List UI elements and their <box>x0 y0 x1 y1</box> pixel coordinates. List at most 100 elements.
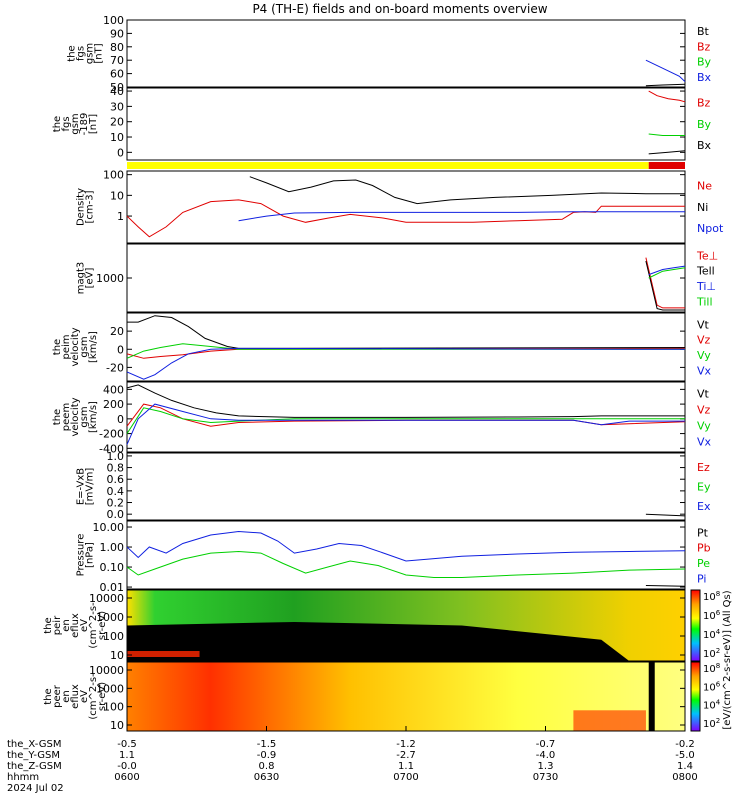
xaxis-value: 1.1 <box>398 761 414 772</box>
colorbar-tick: 104 <box>703 628 721 641</box>
colorbar-tick: 106 <box>703 680 721 693</box>
ytick-label: 30 <box>110 100 124 113</box>
ytick-label: -400 <box>99 442 124 455</box>
series-vt <box>127 315 686 349</box>
ytick-label: 0.2 <box>107 497 125 510</box>
series-vz <box>126 347 686 359</box>
xaxis-row-label: hhmm <box>7 772 39 783</box>
panel-frame <box>126 520 686 590</box>
legend-vz: Vz <box>697 334 711 347</box>
series-vx <box>126 403 685 445</box>
series-vy <box>126 407 685 434</box>
legend-pi: Pi <box>697 573 706 586</box>
ylabel-line: velocity <box>70 397 81 436</box>
colorbar-tick: 106 <box>703 609 721 622</box>
ytick-label: 0 <box>117 343 124 356</box>
ylabel-line: gsm <box>79 336 90 357</box>
legend-ne: Ne <box>697 180 712 193</box>
ytick-label: 0.10 <box>100 561 125 574</box>
legend-pt: Pt <box>697 526 709 539</box>
series-pi <box>126 530 686 562</box>
panel-pressure: 10.00 1.00 0.10 0.01 Pressure[nPa] Pt Pb Pe Pi <box>76 520 711 594</box>
legend-by: By <box>697 56 712 69</box>
ylabel-line: en <box>61 619 72 632</box>
ylabel-line: the <box>43 688 54 704</box>
ylabel-line: fgs <box>61 116 72 131</box>
ytick-label: -200 <box>99 428 124 441</box>
ytick-label: 0.4 <box>107 485 125 498</box>
ytick-label: 100 <box>103 630 124 643</box>
panel-frame <box>126 243 686 313</box>
ylabel-line: [nT] <box>88 114 99 134</box>
ytick-label: 1.0 <box>107 450 125 463</box>
ylabel-line: peer <box>52 684 63 708</box>
ylabel-line: -189 <box>79 113 90 136</box>
colorbar <box>690 589 701 662</box>
ytick-label: 1.00 <box>100 541 125 554</box>
ylabel-line: [km/s] <box>88 331 99 363</box>
ylabel-line: gsm <box>70 113 81 134</box>
panel-peer-efl: 10000 1000 100 10 thepeerenefluxeV(cm^2-s-sr… <box>43 661 721 732</box>
heatmap-dark-region <box>127 621 630 661</box>
xaxis-value: -0.0 <box>117 761 137 772</box>
series-bt <box>645 83 686 87</box>
xaxis-value: -5.0 <box>675 750 695 761</box>
ylabel-line: peim <box>61 334 72 359</box>
ytick-label: 50 <box>110 81 124 94</box>
ytick-label: 90 <box>110 27 124 40</box>
series-npot <box>238 211 685 222</box>
legend-te: Te⊥ <box>696 249 718 262</box>
ylabel-line: Density <box>76 188 87 226</box>
ytick-label: -20 <box>106 361 124 374</box>
legend-vy: Vy <box>697 419 711 432</box>
ytick-label: 1 <box>117 210 124 223</box>
series-bx <box>648 150 686 155</box>
series-pe <box>126 550 686 578</box>
ytick-label: 10000 <box>89 664 124 677</box>
legend-vx: Vx <box>697 435 712 448</box>
status-segment-0 <box>127 162 649 169</box>
ytick-label: 0 <box>117 146 124 159</box>
legend-till: Till <box>696 296 713 309</box>
heatmap-red-band <box>127 651 200 657</box>
legend-npot: Npot <box>697 222 724 235</box>
series-ex <box>645 513 686 517</box>
colorbar-tick: 102 <box>703 717 720 730</box>
panel-efield: 1.00.80.60.40.20.0 E=-VxB[mV/m] Ez Ey Ex <box>76 450 711 521</box>
series-by <box>648 133 685 136</box>
panel-frame <box>126 19 686 88</box>
ytick-label: 1000 <box>96 272 124 285</box>
legend-vx: Vx <box>697 365 712 378</box>
legend-ti: Ti⊥ <box>696 280 716 293</box>
xaxis-value: -0.5 <box>117 739 137 750</box>
ytick-label: 200 <box>103 398 124 411</box>
xaxis-value: 1.4 <box>677 761 693 772</box>
legend-pb: Pb <box>697 542 711 555</box>
series-vx <box>126 347 686 380</box>
legend-ey: Ey <box>697 481 711 494</box>
ylabel-line: [cm-3] <box>85 190 96 223</box>
ylabel-line: E=-VxB <box>76 468 87 505</box>
ylabel-line: the <box>52 116 63 132</box>
series-vy <box>126 343 685 359</box>
ylabel-line: [nPa] <box>85 542 96 568</box>
heatmap-red-region <box>573 710 646 731</box>
ytick-label: 10 <box>110 131 124 144</box>
ytick-label: 100 <box>103 169 124 182</box>
ylabel-line: fgs <box>76 46 87 61</box>
ylabel-line: magt3 <box>76 262 87 295</box>
series-ni <box>249 176 685 205</box>
panel-temp: 1000 magt3[eV] Te⊥ Tell Ti⊥ Till <box>76 243 718 313</box>
ytick-label: 10 <box>110 649 124 662</box>
xaxis-value: -4.0 <box>536 750 556 761</box>
ylabel-line: gsm <box>79 406 90 427</box>
legend-bz: Bz <box>697 97 711 110</box>
panel-density: 100 10 1 Density[cm-3] Ne Ni Npot <box>76 169 724 244</box>
ylabel-line: en <box>61 690 72 703</box>
ytick-label: 1000 <box>96 611 124 624</box>
ytick-label: 20 <box>110 116 124 129</box>
xaxis-value: 0730 <box>533 772 558 783</box>
panel-frame <box>126 381 686 453</box>
